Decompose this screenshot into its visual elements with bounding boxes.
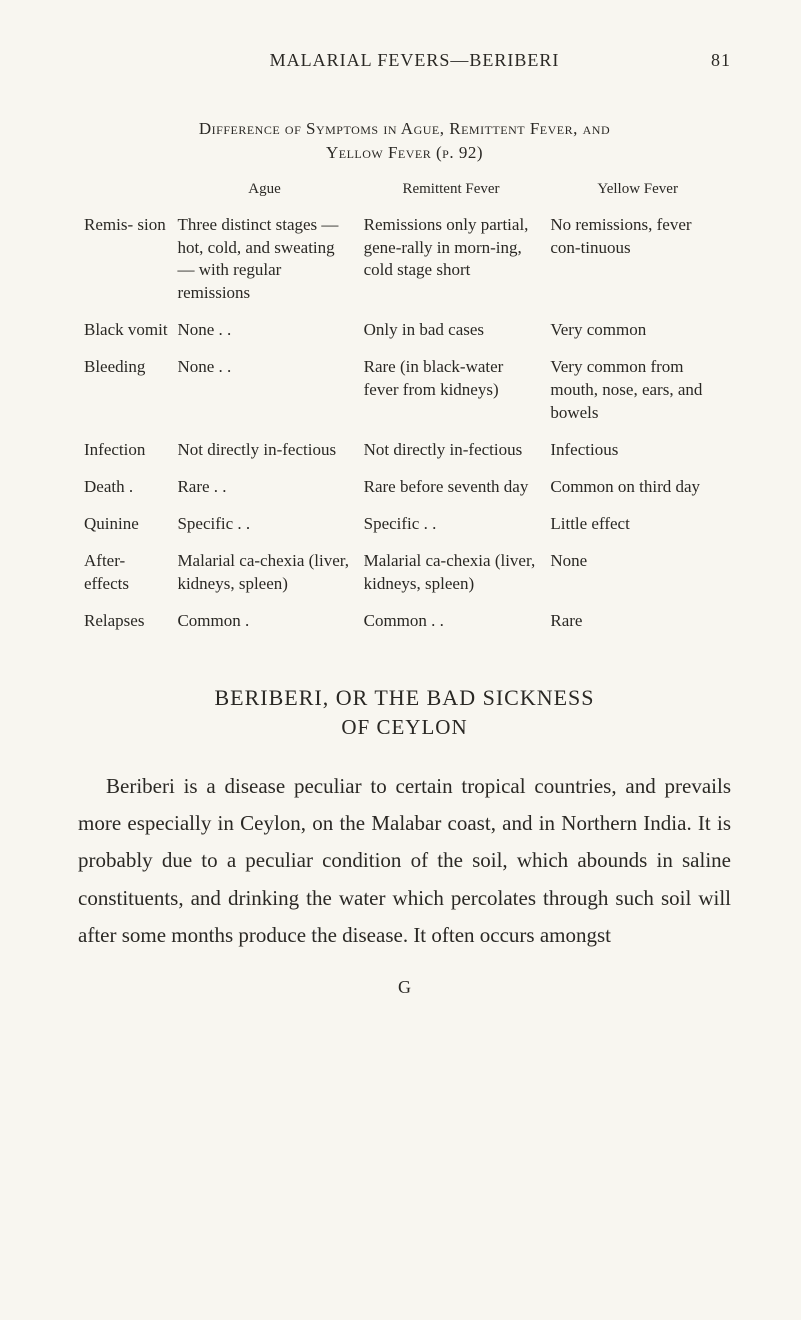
table-row: After-effects Malarial ca-chexia (liver,… bbox=[78, 544, 731, 604]
table-row: Death . Rare . . Rare before seventh day… bbox=[78, 470, 731, 507]
cell-yellow: Very common bbox=[544, 313, 731, 350]
comparison-table: Ague Remittent Fever Yellow Fever Remis-… bbox=[78, 175, 731, 641]
table-row: Bleeding None . . Rare (in black-water f… bbox=[78, 350, 731, 433]
row-label: Death . bbox=[78, 470, 171, 507]
cell-ague: None . . bbox=[171, 350, 357, 433]
cell-yellow: Very common from mouth, nose, ears, and … bbox=[544, 350, 731, 433]
cell-yellow: No remissions, fever con-tinuous bbox=[544, 208, 731, 314]
cell-ague: Specific . . bbox=[171, 507, 357, 544]
cell-yellow: Rare bbox=[544, 604, 731, 641]
cell-yellow: None bbox=[544, 544, 731, 604]
cell-ague: Three distinct stages — hot, cold, and s… bbox=[171, 208, 357, 314]
cell-yellow: Common on third day bbox=[544, 470, 731, 507]
table-row: Remis- sion Three distinct stages — hot,… bbox=[78, 208, 731, 314]
row-label: Relapses bbox=[78, 604, 171, 641]
section-title-line1: BERIBERI, OR THE BAD SICKNESS bbox=[78, 685, 731, 711]
caption-line-2: Yellow Fever (p. 92) bbox=[326, 143, 483, 162]
signature-mark: G bbox=[78, 977, 731, 998]
row-label: Quinine bbox=[78, 507, 171, 544]
cell-remittent: Rare before seventh day bbox=[358, 470, 545, 507]
body-paragraph: Beriberi is a disease peculiar to certai… bbox=[78, 768, 731, 955]
col-header-yellow: Yellow Fever bbox=[544, 175, 731, 208]
cell-ague: Not directly in-fectious bbox=[171, 433, 357, 470]
row-label: Black vomit bbox=[78, 313, 171, 350]
table-row: Quinine Specific . . Specific . . Little… bbox=[78, 507, 731, 544]
cell-ague: Rare . . bbox=[171, 470, 357, 507]
col-header-remittent: Remittent Fever bbox=[358, 175, 545, 208]
cell-ague: Malarial ca-chexia (liver, kidneys, sple… bbox=[171, 544, 357, 604]
cell-remittent: Specific . . bbox=[358, 507, 545, 544]
table-caption: Difference of Symptoms in Ague, Remitten… bbox=[78, 117, 731, 165]
page-number: 81 bbox=[691, 50, 731, 71]
cell-ague: None . . bbox=[171, 313, 357, 350]
cell-remittent: Rare (in black-water fever from kidneys) bbox=[358, 350, 545, 433]
cell-yellow: Little effect bbox=[544, 507, 731, 544]
row-label: Infection bbox=[78, 433, 171, 470]
cell-yellow: Infectious bbox=[544, 433, 731, 470]
table-row: Black vomit None . . Only in bad cases V… bbox=[78, 313, 731, 350]
running-title: MALARIAL FEVERS—BERIBERI bbox=[78, 50, 691, 71]
row-label: Bleeding bbox=[78, 350, 171, 433]
table-row: Relapses Common . Common . . Rare bbox=[78, 604, 731, 641]
running-head: MALARIAL FEVERS—BERIBERI 81 bbox=[78, 50, 731, 71]
row-label: After-effects bbox=[78, 544, 171, 604]
col-header-ague: Ague bbox=[171, 175, 357, 208]
cell-remittent: Common . . bbox=[358, 604, 545, 641]
row-label: Remis- sion bbox=[78, 208, 171, 314]
cell-remittent: Not directly in-fectious bbox=[358, 433, 545, 470]
cell-remittent: Malarial ca-chexia (liver, kidneys, sple… bbox=[358, 544, 545, 604]
page: MALARIAL FEVERS—BERIBERI 81 Difference o… bbox=[0, 0, 801, 1320]
col-header-blank bbox=[78, 175, 171, 208]
section-title-line2: OF CEYLON bbox=[78, 715, 731, 740]
table-header-row: Ague Remittent Fever Yellow Fever bbox=[78, 175, 731, 208]
cell-remittent: Remissions only partial, gene-rally in m… bbox=[358, 208, 545, 314]
caption-line-1: Difference of Symptoms in Ague, Remitten… bbox=[199, 119, 610, 138]
cell-ague: Common . bbox=[171, 604, 357, 641]
cell-remittent: Only in bad cases bbox=[358, 313, 545, 350]
table-row: Infection Not directly in-fectious Not d… bbox=[78, 433, 731, 470]
